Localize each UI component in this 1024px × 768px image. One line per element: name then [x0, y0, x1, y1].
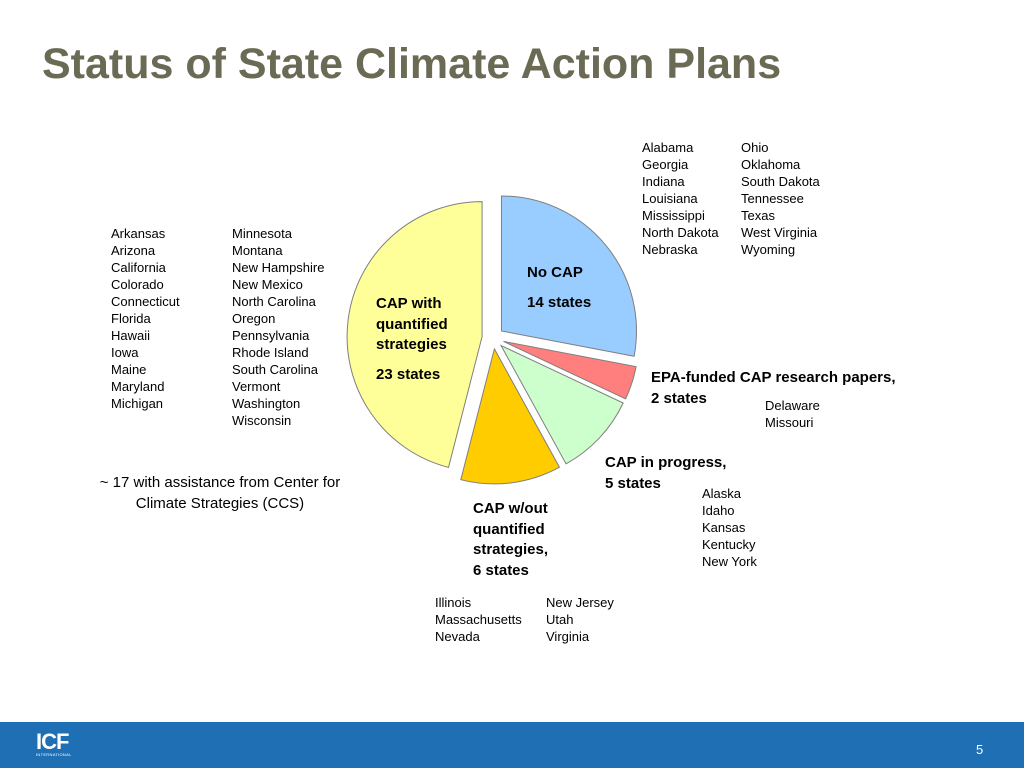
slice-label-line: quantified [376, 315, 448, 333]
state-name: Kentucky [702, 537, 756, 552]
state-name: Delaware [765, 398, 820, 413]
ccs-note-line-1: ~ 17 with assistance from Center for [99, 474, 341, 491]
in-progress-states-list: Alaska Idaho Kansas Kentucky New York [702, 485, 757, 570]
slice-label-in-progress: CAP in progress, 5 states [605, 453, 726, 494]
state-name: Indiana [642, 174, 685, 189]
state-name: Florida [111, 311, 151, 326]
state-name: Virginia [546, 629, 590, 644]
state-name: Missouri [765, 415, 814, 430]
state-name: Rhode Island [232, 345, 309, 360]
state-name: Oregon [232, 311, 276, 326]
state-name: New Jersey [546, 595, 614, 610]
state-name: Kansas [702, 520, 746, 535]
pie-slice [460, 347, 561, 485]
cap-without-quantified-states-column-1: Illinois Massachusetts Nevada [435, 594, 522, 645]
no-cap-states-column-2: Ohio Oklahoma South Dakota Tennessee Texas We… [741, 139, 820, 258]
state-name: New Mexico [232, 277, 303, 292]
state-name: Maryland [111, 379, 165, 394]
slice-label-line: No CAP [527, 264, 583, 281]
slice-label-line: CAP in progress, [605, 454, 727, 471]
state-name: Arizona [111, 243, 156, 258]
slice-label-cap-with-quantified: CAP with quantified strategies 23 states [376, 294, 448, 385]
slice-label-line: quantified [473, 520, 545, 538]
state-name: New York [702, 554, 757, 569]
state-name: Nebraska [642, 242, 698, 257]
state-name: Wyoming [741, 242, 796, 257]
cap-quantified-states-column-2: Minnesota Montana New Hampshire New Mexico N… [232, 225, 324, 429]
footer-bar [0, 722, 1024, 768]
slice-label-line: 5 states [605, 474, 661, 492]
state-name: Vermont [232, 379, 281, 394]
state-name: New Hampshire [232, 260, 325, 275]
slice-label-no-cap: No CAP 14 states [527, 263, 591, 313]
slice-label-cap-without-quantified: CAP w/out quantified strategies, 6 state… [473, 499, 548, 581]
no-cap-states-column-1: Alabama Georgia Indiana Louisiana Mississipp… [642, 139, 719, 258]
state-name: Hawaii [111, 328, 151, 343]
slice-label-line: strategies [376, 336, 447, 353]
ccs-assistance-note: ~ 17 with assistance from Center for Cli… [60, 473, 380, 514]
state-name: Maine [111, 362, 147, 377]
slice-label-line: EPA-funded CAP research papers, [651, 369, 896, 386]
state-name: Colorado [111, 277, 164, 292]
slide-title: Status of State Climate Action Plans [42, 40, 782, 88]
state-name: Minnesota [232, 226, 292, 241]
cap-quantified-states-column-1: Arkansas Arizona California Colorado Connect… [111, 225, 180, 412]
state-name: Nevada [435, 629, 480, 644]
logo-tab [28, 718, 76, 722]
state-name: Alaska [702, 486, 742, 501]
slice-label-line: CAP w/out [473, 500, 548, 517]
state-name: Iowa [111, 345, 139, 360]
ccs-note-line-2: Climate Strategies (CCS) [135, 494, 305, 512]
state-name: Michigan [111, 396, 164, 411]
slice-label-epa-funded: EPA-funded CAP research papers, 2 states [651, 368, 896, 409]
state-name: Utah [546, 612, 574, 627]
state-name: Wisconsin [232, 413, 292, 428]
state-name: West Virginia [741, 225, 818, 240]
state-name: Pennsylvania [232, 328, 310, 343]
slice-label-line: 14 states [527, 293, 592, 311]
page-number: 5 [976, 742, 984, 757]
pie-slice [346, 201, 483, 468]
state-name: Georgia [642, 157, 689, 172]
state-name: Massachusetts [435, 612, 522, 627]
state-name: Connecticut [111, 294, 180, 309]
state-name: California [111, 260, 166, 275]
state-name: South Carolina [232, 362, 318, 377]
state-name: Illinois [435, 595, 472, 610]
pie-slice [499, 344, 624, 465]
pie-slice [500, 195, 637, 357]
slice-label-line: 23 states [376, 365, 441, 383]
state-name: Alabama [642, 140, 694, 155]
cap-without-quantified-states-column-2: New Jersey Utah Virginia [546, 594, 614, 645]
slice-label-line: strategies, [473, 541, 549, 558]
state-name: Tennessee [741, 191, 804, 206]
state-name: South Dakota [741, 174, 820, 189]
state-name: Mississippi [642, 208, 705, 223]
state-name: Oklahoma [741, 157, 801, 172]
slice-label-line: CAP with [376, 295, 442, 312]
epa-funded-states-list: Delaware Missouri [765, 397, 820, 431]
slice-label-line: 2 states [651, 389, 707, 407]
state-name: North Dakota [642, 225, 719, 240]
state-name: Arkansas [111, 226, 166, 241]
pie-slice [503, 340, 637, 400]
state-name: Washington [232, 396, 301, 411]
state-name: North Carolina [232, 294, 316, 309]
slice-label-line: 6 states [473, 561, 529, 579]
icf-logo: ICF [36, 729, 69, 754]
state-name: Louisiana [642, 191, 698, 206]
state-name: Texas [741, 208, 775, 223]
state-name: Montana [232, 243, 283, 258]
state-name: Idaho [702, 503, 735, 518]
state-name: Ohio [741, 140, 769, 155]
icf-logo-subtext: INTERNATIONAL [36, 752, 72, 757]
